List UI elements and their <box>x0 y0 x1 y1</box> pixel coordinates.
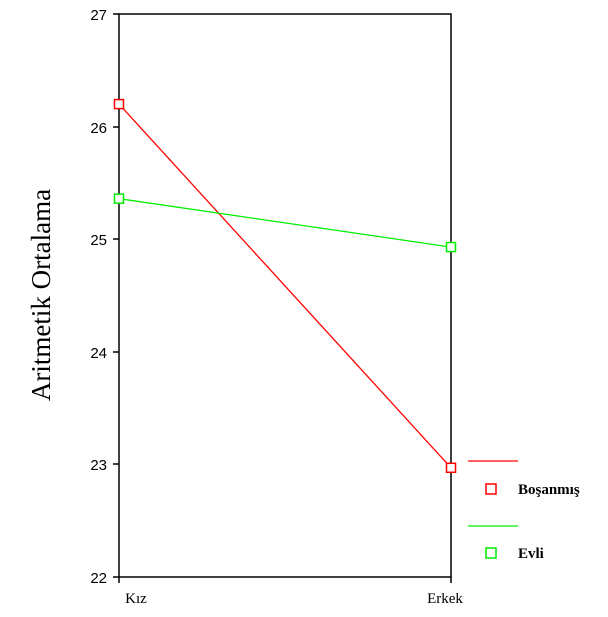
x-tick-labels: Kız Erkek <box>125 591 463 607</box>
y-tick-labels: 22 23 24 25 26 27 <box>90 7 107 587</box>
y-tick-label: 24 <box>90 345 107 362</box>
y-tick-label: 27 <box>90 7 107 24</box>
plot-frame <box>118 13 452 578</box>
legend-label-bosanmis: Boşanmış <box>518 482 580 498</box>
series-line-evli <box>118 198 452 248</box>
legend-marker-bosanmis <box>485 483 497 495</box>
data-point-evli <box>445 241 457 253</box>
y-tick-label: 23 <box>90 457 107 474</box>
data-point-bosanm-s <box>445 462 457 474</box>
x-ticks <box>118 577 452 583</box>
data-point-bosanm-s <box>113 98 125 110</box>
legend-marker-evli <box>485 547 497 559</box>
y-ticks <box>113 13 119 578</box>
series-layer <box>113 98 457 474</box>
legend: Boşanmış Evli <box>468 460 580 562</box>
y-tick-label: 25 <box>90 232 107 249</box>
legend-label-evli: Evli <box>518 546 544 562</box>
y-tick-label: 22 <box>90 570 107 587</box>
y-axis-title: Aritmetik Ortalama <box>26 189 56 401</box>
data-point-evli <box>113 193 125 204</box>
y-tick-label: 26 <box>90 120 107 137</box>
series-line-bosanm-s <box>118 103 452 469</box>
x-tick-label: Kız <box>125 591 147 607</box>
x-tick-label: Erkek <box>427 591 463 607</box>
